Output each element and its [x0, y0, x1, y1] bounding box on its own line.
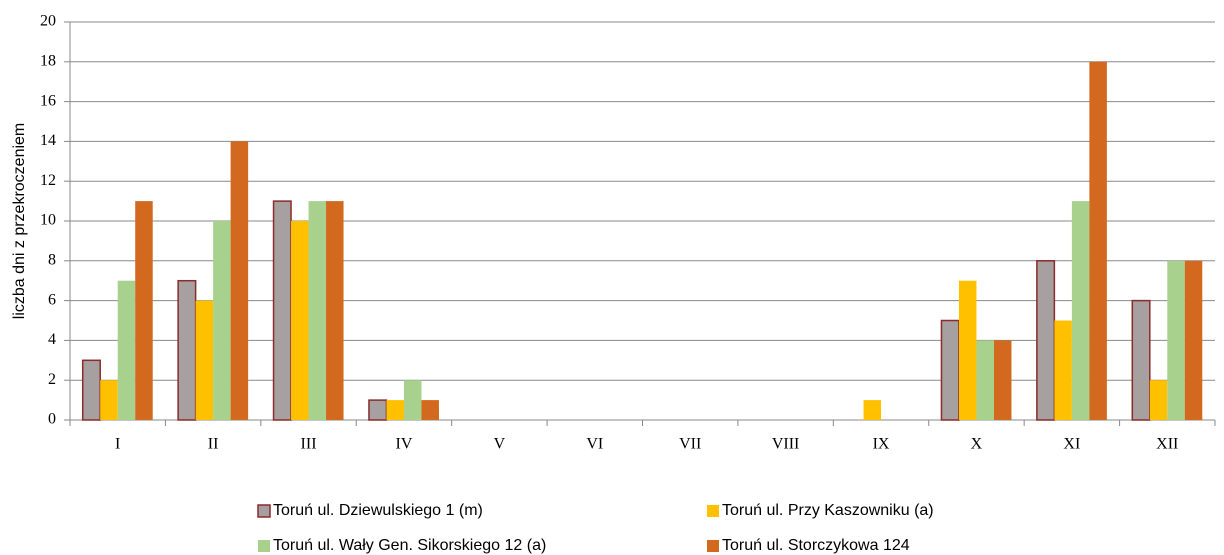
y-axis-label: liczba dni z przekroczeniem	[11, 123, 28, 320]
legend-swatch	[258, 540, 270, 552]
bar	[135, 201, 153, 420]
y-tick-label: 0	[48, 411, 56, 428]
y-tick-label: 6	[48, 291, 56, 308]
bar	[177, 279, 197, 421]
bar	[1071, 201, 1090, 420]
bar	[213, 221, 231, 420]
y-tick-label: 10	[40, 212, 56, 229]
x-tick-label: II	[208, 436, 219, 453]
bar	[1167, 260, 1185, 420]
legend-swatch	[707, 540, 719, 552]
x-tick-label: X	[971, 436, 983, 453]
x-tick-label: VII	[679, 436, 701, 453]
y-tick-label: 18	[40, 52, 56, 69]
x-tick-label: III	[301, 436, 317, 453]
x-tick-label: IV	[396, 436, 413, 453]
y-tick-label: 4	[48, 331, 56, 348]
bar	[100, 380, 118, 420]
bar	[421, 400, 439, 420]
x-tick-label: VIII	[772, 436, 800, 453]
legend-label: Toruń ul. Storczykowa 124	[722, 537, 910, 554]
bar	[940, 319, 960, 421]
x-tick-label: I	[115, 436, 120, 453]
x-tick-label: V	[494, 436, 506, 453]
y-tick-label: 16	[40, 92, 56, 109]
bar	[1054, 320, 1072, 420]
bar	[1036, 260, 1056, 421]
bar	[81, 359, 101, 421]
legend-swatch	[257, 504, 271, 518]
x-tick-label: VI	[586, 436, 603, 453]
x-tick-label: XI	[1063, 436, 1080, 453]
legend-swatch	[707, 505, 719, 517]
bar	[386, 400, 404, 420]
y-tick-label: 20	[40, 13, 56, 30]
bar	[1131, 299, 1151, 421]
y-tick-label: 12	[40, 172, 56, 189]
y-tick-label: 14	[40, 132, 56, 149]
x-tick-label: XII	[1156, 436, 1178, 453]
y-tick-label: 2	[48, 371, 56, 388]
bar	[863, 400, 882, 420]
y-tick-label: 8	[48, 251, 56, 268]
bar	[958, 280, 977, 420]
bar	[976, 340, 994, 420]
bar	[1089, 61, 1107, 421]
bar	[993, 340, 1012, 420]
bar	[326, 201, 344, 420]
legend-label: Toruń ul. Dziewulskiego 1 (m)	[273, 502, 483, 519]
bar	[403, 380, 422, 420]
bar	[195, 300, 214, 420]
bar	[117, 280, 136, 420]
bar	[368, 399, 388, 421]
x-tick-label: IX	[873, 436, 890, 453]
bar	[1149, 380, 1168, 420]
bar	[272, 200, 292, 421]
bar	[308, 201, 327, 420]
bar	[1184, 260, 1203, 420]
legend-label: Toruń ul. Przy Kaszowniku (a)	[722, 502, 934, 519]
legend-label: Toruń ul. Wały Gen. Sikorskiego 12 (a)	[273, 537, 546, 554]
bar	[291, 221, 309, 420]
bar	[230, 141, 249, 420]
